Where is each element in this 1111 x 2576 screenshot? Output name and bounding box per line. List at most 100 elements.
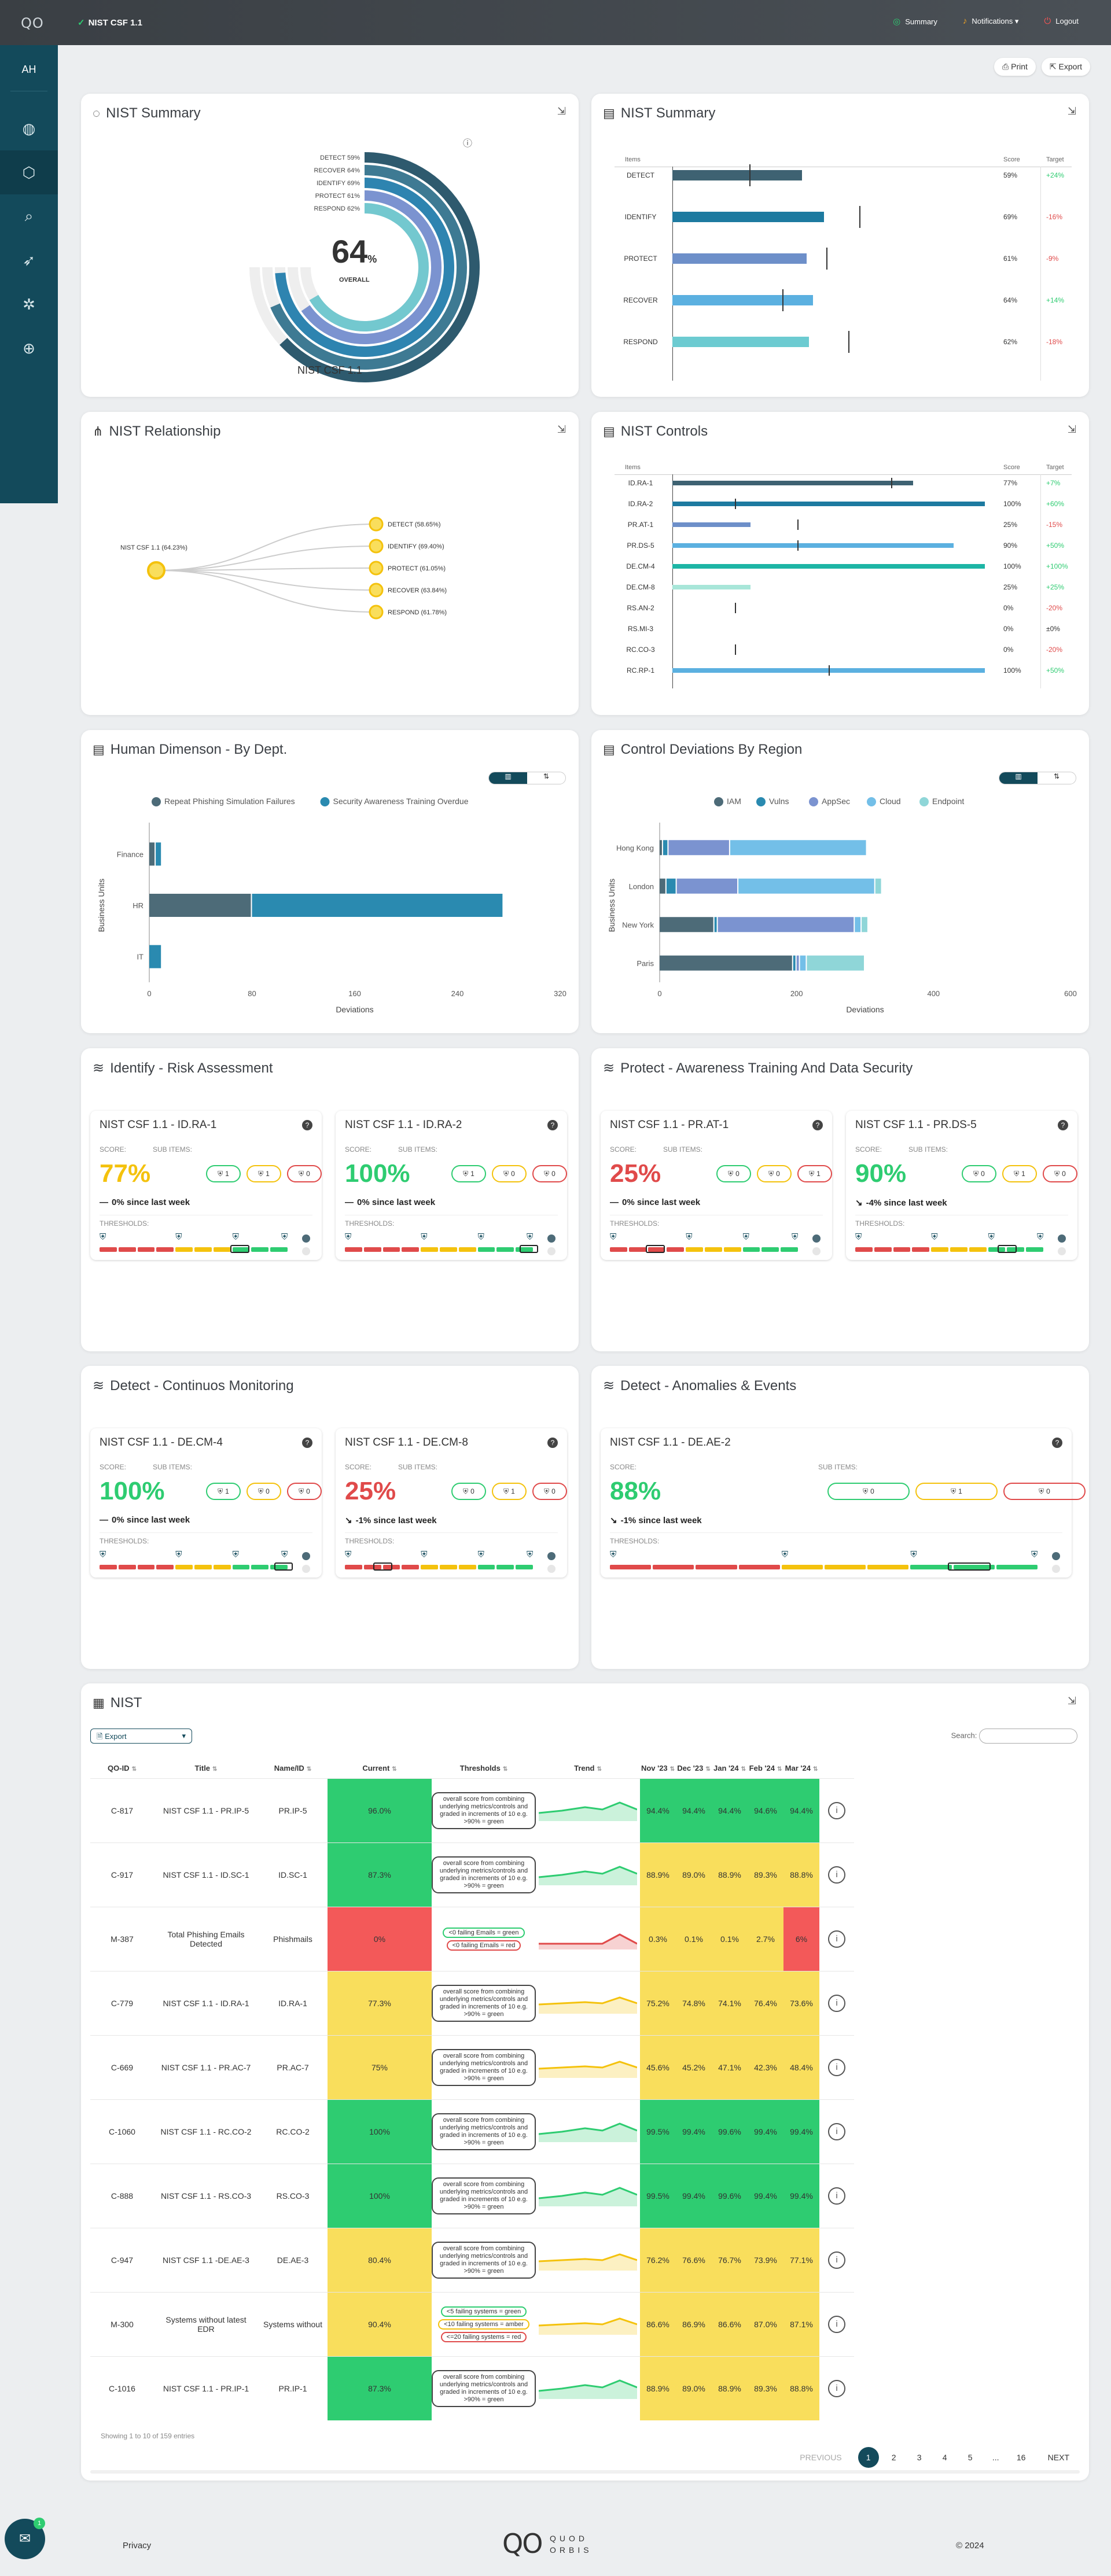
notifications-link[interactable]: ♪ Notifications ▾ [963,16,1018,27]
sidebar-item-rocket[interactable]: ➶ [0,238,58,282]
sidebar-item-globe[interactable]: ◍ [0,106,58,150]
logout-link[interactable]: ⏻ Logout [1044,16,1079,27]
sub-item-pill-y[interactable]: ⛨ 0 [492,1165,527,1182]
sub-item-pill-r[interactable]: ⛨ 0 [532,1483,567,1500]
column-header[interactable]: Dec '23 ⇅ [676,1759,712,1778]
table-row[interactable]: C-917 NIST CSF 1.1 - ID.SC-1 ID.SC-1 87.3% o… [90,1842,854,1907]
page-button[interactable]: 3 [917,2453,922,2462]
help-icon[interactable]: ? [1058,1120,1068,1130]
sub-item-pill-g[interactable]: ⛨ 0 [716,1165,751,1182]
info-icon[interactable]: i [828,2122,845,2140]
help-icon[interactable]: ? [547,1120,558,1130]
table-row[interactable]: C-779 NIST CSF 1.1 - ID.RA-1 ID.RA-1 77.3% o… [90,1970,854,2035]
legend-label: IAM [727,797,741,806]
help-icon[interactable]: ? [1052,1438,1062,1448]
table-row[interactable]: C-1016 NIST CSF 1.1 - PR.IP-1 PR.IP-1 87.3%… [90,2356,854,2420]
page-button[interactable]: 5 [967,2453,973,2462]
sub-item-pill-g[interactable]: ⛨ 1 [206,1483,241,1500]
page-button[interactable]: 1 [858,2447,879,2468]
column-header[interactable]: Current ⇅ [328,1759,432,1778]
help-icon[interactable]: ? [302,1438,312,1448]
chart-view-button[interactable]: ▥ [489,772,527,784]
column-header[interactable]: Jan '24 ⇅ [712,1759,748,1778]
sub-item-pill-g[interactable]: ⛨ 0 [827,1483,910,1500]
info-icon[interactable]: i [828,2187,845,2205]
column-header[interactable]: Name/ID ⇅ [258,1759,328,1778]
chart-view-button[interactable]: ▥ [999,772,1038,784]
sidebar-item-settings[interactable]: ✲ [0,282,58,326]
brand-logo[interactable]: QO [21,15,44,31]
page-button[interactable]: ... [992,2453,999,2462]
column-header[interactable]: Thresholds ⇅ [432,1759,536,1778]
sort-view-button[interactable]: ⇅ [1053,772,1060,780]
next-button[interactable]: NEXT [1047,2453,1069,2462]
sub-item-pill-r[interactable]: ⛨ 0 [532,1165,567,1182]
column-header[interactable]: QO-ID ⇅ [90,1759,154,1778]
previous-button[interactable]: PREVIOUS [800,2453,842,2462]
sub-item-pill-r[interactable]: ⛨ 0 [287,1483,322,1500]
export-icon[interactable]: ⇲ [1067,105,1076,117]
sub-item-pill-g[interactable]: ⛨ 0 [451,1483,486,1500]
column-header[interactable]: Mar '24 ⇅ [783,1759,819,1778]
sub-item-pill-y[interactable]: ⛨ 1 [492,1483,527,1500]
help-icon[interactable]: ? [547,1438,558,1448]
sub-item-pill-g[interactable]: ⛨ 1 [451,1165,486,1182]
export-icon[interactable]: ⇲ [557,423,566,435]
page-button[interactable]: 4 [942,2453,947,2462]
sub-item-pill-r[interactable]: ⛨ 0 [1003,1483,1086,1500]
info-icon[interactable]: i [828,1801,845,1819]
table-row[interactable]: C-669 NIST CSF 1.1 - PR.AC-7 PR.AC-7 75% ove… [90,2035,854,2099]
export-icon[interactable]: ⇲ [1067,1695,1076,1707]
table-export-button[interactable]: 🗎 Export ▾ [90,1729,192,1744]
threshold-segment [345,1565,362,1569]
sub-item-pill-r[interactable]: ⛨ 0 [287,1165,322,1182]
table-row[interactable]: C-817 NIST CSF 1.1 - PR.IP-5 PR.IP-5 96.0% o… [90,1778,854,1842]
table-row[interactable]: M-300 Systems without latest EDR Systems w… [90,2291,854,2356]
page-button[interactable]: 16 [1016,2453,1026,2462]
help-icon[interactable]: ? [812,1120,823,1130]
info-icon[interactable]: i [828,1994,845,2012]
help-icon[interactable]: ? [302,1120,312,1130]
sidebar-item-world[interactable]: ⊕ [0,326,58,370]
sub-item-pill-r[interactable]: ⛨ 1 [797,1165,832,1182]
sub-item-pill-y[interactable]: ⛨ 1 [1002,1165,1037,1182]
column-header[interactable]: Trend ⇅ [536,1759,640,1778]
info-icon[interactable]: i [828,1866,845,1884]
column-header[interactable]: Nov '23 ⇅ [640,1759,676,1778]
table-row[interactable]: C-888 NIST CSF 1.1 - RS.CO-3 RS.CO-3 100% ov… [90,2163,854,2228]
sub-item-pill-y[interactable]: ⛨ 0 [247,1483,281,1500]
table-row[interactable]: M-387 Total Phishing Emails Detected Phish… [90,1906,854,1971]
info-icon[interactable]: i [828,2379,845,2397]
table-row[interactable]: C-1060 NIST CSF 1.1 - RC.CO-2 RC.CO-2 100% o… [90,2099,854,2164]
export-icon[interactable]: ⇲ [1067,423,1076,435]
sub-item-pill-g[interactable]: ⛨ 1 [206,1165,241,1182]
sort-view-button[interactable]: ⇅ [543,772,550,780]
export-icon[interactable]: ⇲ [557,105,566,117]
sidebar-item-cube[interactable]: ⬡ [0,150,58,194]
avatar[interactable]: AH [21,64,36,75]
sub-item-pill-r[interactable]: ⛨ 0 [1043,1165,1077,1182]
search-input[interactable] [979,1729,1077,1744]
sub-item-pill-y[interactable]: ⛨ 1 [247,1165,281,1182]
sidebar-item-search[interactable]: ⌕ [0,194,58,238]
column-header[interactable]: Feb '24 ⇅ [748,1759,783,1778]
table-row[interactable]: C-947 NIST CSF 1.1 -DE.AE-3 DE.AE-3 80.4% ov… [90,2227,854,2292]
horizontal-scrollbar[interactable] [90,2470,1080,2474]
target-marker [735,603,736,613]
sub-item-pill-g[interactable]: ⛨ 0 [962,1165,996,1182]
info-icon[interactable]: i [828,2315,845,2333]
info-icon[interactable]: ⓘ [463,139,473,149]
info-icon[interactable]: i [828,1930,845,1948]
card-title-text: NIST [110,1695,142,1711]
sub-item-pill-y[interactable]: ⛨ 0 [757,1165,792,1182]
info-icon[interactable]: i [828,2251,845,2269]
cell-month: 88.9% [640,1842,676,1907]
column-header[interactable]: Title ⇅ [154,1759,258,1778]
privacy-link[interactable]: Privacy [123,2541,152,2551]
info-icon[interactable]: i [828,2058,845,2076]
summary-link[interactable]: ◎ Summary [893,16,937,27]
page-button[interactable]: 2 [891,2453,896,2462]
sub-item-pill-y[interactable]: ⛨ 1 [915,1483,998,1500]
print-button[interactable]: ⎙ Print [994,58,1036,76]
export-button[interactable]: ⇱ Export [1041,58,1090,76]
